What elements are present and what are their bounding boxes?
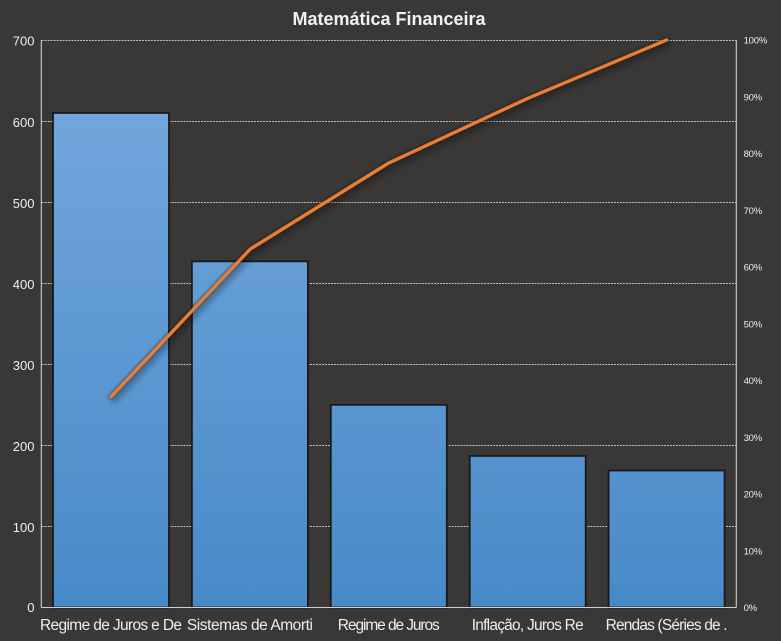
svg-text:100%: 100% [744, 36, 768, 47]
svg-text:Matemática Financeira: Matemática Financeira [292, 9, 486, 29]
svg-text:Rendas (Séries de .: Rendas (Séries de . [606, 617, 728, 634]
svg-text:300: 300 [13, 358, 35, 373]
svg-text:10%: 10% [744, 546, 763, 557]
svg-text:200: 200 [13, 439, 35, 454]
svg-text:Regime de Juros e De: Regime de Juros e De [40, 617, 182, 634]
svg-text:400: 400 [13, 277, 35, 292]
svg-text:Regime de Juros: Regime de Juros [338, 617, 440, 634]
svg-text:Sistemas de Amorti: Sistemas de Amorti [187, 617, 313, 634]
svg-text:0: 0 [27, 600, 34, 615]
svg-text:0%: 0% [744, 603, 758, 614]
svg-text:70%: 70% [744, 206, 763, 217]
svg-text:60%: 60% [744, 263, 763, 274]
svg-text:500: 500 [13, 196, 35, 211]
svg-text:20%: 20% [744, 490, 763, 501]
svg-text:600: 600 [13, 115, 35, 130]
svg-text:50%: 50% [744, 319, 763, 330]
svg-text:Inflação, Juros Re: Inflação, Juros Re [472, 617, 584, 634]
svg-text:700: 700 [13, 34, 35, 49]
svg-text:30%: 30% [744, 433, 763, 444]
svg-text:80%: 80% [744, 149, 763, 160]
svg-text:90%: 90% [744, 92, 763, 103]
svg-text:100: 100 [13, 520, 35, 535]
svg-text:40%: 40% [744, 376, 763, 387]
